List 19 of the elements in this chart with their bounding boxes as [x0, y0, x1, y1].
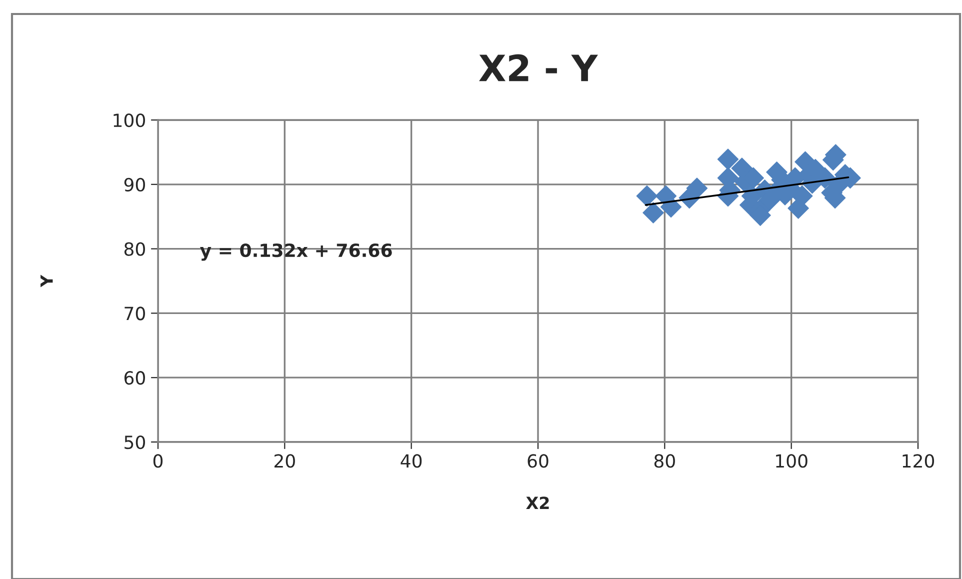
- x-tick-label: 100: [776, 454, 808, 468]
- y-tick-label: 100: [114, 113, 145, 128]
- x-tick-label: 40: [400, 454, 422, 468]
- x-tick-label: 60: [528, 454, 548, 468]
- y-axis-title: Y: [40, 274, 53, 288]
- y-tick-label: 80: [124, 242, 145, 256]
- y-tick-label: 70: [124, 306, 145, 320]
- y-tick-label: 60: [124, 371, 145, 385]
- x-tick-label: 120: [902, 454, 934, 468]
- y-tick-label: 50: [124, 435, 145, 450]
- y-tick-label: 90: [124, 178, 145, 192]
- chart-title: X2 - Y: [479, 54, 598, 82]
- point: [717, 148, 739, 170]
- x-tick-label: 80: [654, 454, 675, 468]
- point: [642, 202, 664, 224]
- point: [636, 185, 658, 207]
- x-tick-label: 0: [153, 454, 163, 468]
- x-axis-title: X2: [526, 496, 549, 509]
- x-tick-label: 20: [274, 454, 295, 468]
